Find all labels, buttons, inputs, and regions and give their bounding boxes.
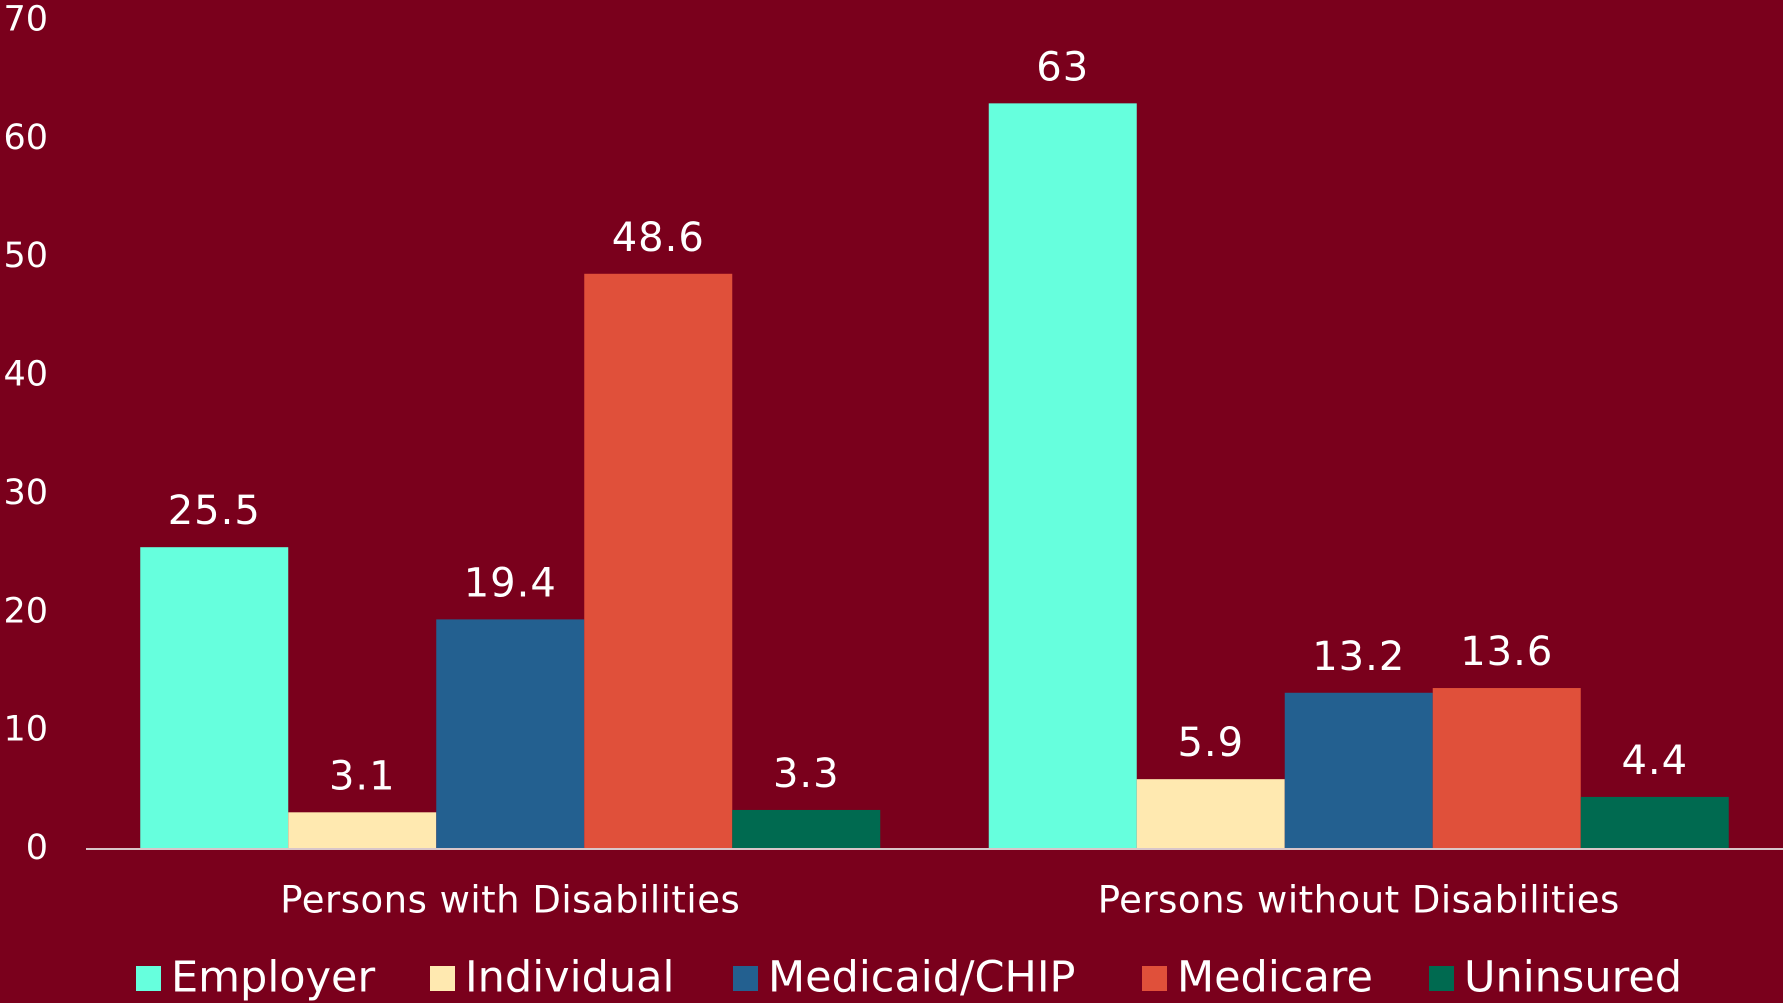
x-tick-label: Persons without Disabilities	[1098, 879, 1620, 922]
value-label: 13.2	[1312, 634, 1405, 680]
x-tick-label: Persons with Disabilities	[280, 879, 740, 922]
value-label: 48.6	[612, 215, 705, 261]
value-label: 3.3	[773, 751, 840, 797]
value-label: 13.6	[1460, 629, 1553, 675]
bar	[988, 103, 1137, 850]
bar	[436, 619, 585, 849]
legend-label: Uninsured	[1464, 953, 1682, 1003]
value-label: 4.4	[1621, 738, 1688, 784]
y-tick-label: 10	[3, 710, 48, 750]
y-tick-label: 0	[26, 828, 48, 868]
y-tick-label: 50	[3, 236, 48, 276]
bar	[288, 812, 437, 849]
bar	[1580, 796, 1729, 849]
legend-label: Medicare	[1177, 953, 1373, 1003]
y-tick-label: 70	[3, 0, 48, 40]
bar	[732, 809, 881, 849]
y-tick-label: 20	[3, 591, 48, 631]
legend-label: Employer	[171, 953, 376, 1003]
legend-label: Medicaid/CHIP	[768, 953, 1076, 1003]
bar	[1432, 688, 1581, 849]
bar	[1136, 779, 1285, 849]
legend-swatch	[1429, 966, 1454, 991]
y-tick-label: 40	[3, 355, 48, 395]
bar	[584, 273, 733, 849]
bar	[1284, 692, 1433, 849]
y-tick-label: 30	[3, 473, 48, 513]
legend-swatch	[733, 966, 758, 991]
value-label: 63	[1036, 44, 1089, 90]
value-label: 19.4	[464, 560, 557, 606]
y-tick-label: 60	[3, 118, 48, 158]
value-label: 5.9	[1177, 720, 1244, 766]
legend-label: Individual	[465, 953, 674, 1003]
legend-swatch	[136, 966, 161, 991]
value-label: 25.5	[168, 488, 261, 534]
legend-swatch	[430, 966, 455, 991]
legend-swatch	[1142, 966, 1167, 991]
value-label: 3.1	[329, 753, 396, 799]
bar	[140, 547, 289, 849]
